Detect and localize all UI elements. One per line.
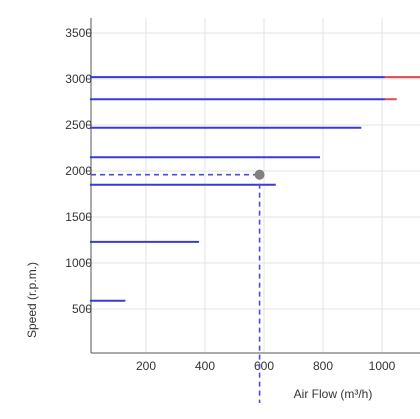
y-tick-label: 1000 — [65, 256, 92, 270]
grid-layer — [91, 18, 420, 353]
y-tick-label: 3500 — [65, 26, 92, 40]
x-axis-title: Air Flow (m³/h) — [294, 387, 373, 401]
x-tick-label: 200 — [136, 359, 156, 373]
y-axis-title: Speed (r.p.m.) — [25, 262, 39, 338]
operating-point-marker — [254, 169, 265, 180]
y-tick-label: 1500 — [65, 210, 92, 224]
x-tick-label: 600 — [254, 359, 274, 373]
x-tick-label: 1000 — [369, 359, 396, 373]
guide-layer — [91, 169, 265, 403]
x-tick-label: 800 — [313, 359, 333, 373]
tick-layer: 2004006008001000125001000150020002500300… — [65, 26, 396, 373]
y-tick-label: 500 — [72, 302, 92, 316]
x-tick-label: 400 — [195, 359, 215, 373]
y-tick-label: 2500 — [65, 118, 92, 132]
y-tick-label: 2000 — [65, 164, 92, 178]
series-layer — [89, 76, 420, 302]
y-tick-label: 3000 — [65, 72, 92, 86]
